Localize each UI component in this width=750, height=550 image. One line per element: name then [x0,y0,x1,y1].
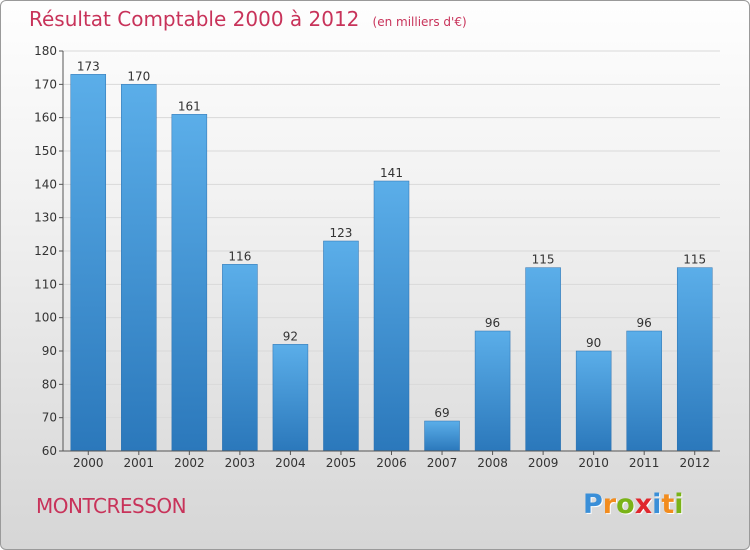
data-label-2008: 96 [485,316,500,330]
bar-2006 [373,180,410,452]
y-tick-label-120: 120 [34,244,57,258]
y-tick-label-110: 110 [34,277,57,291]
y-tick-label-70: 70 [42,411,57,425]
x-tick-label-2009: 2009 [528,456,559,470]
x-tick-label-2011: 2011 [629,456,660,470]
x-tick-label-2001: 2001 [124,456,155,470]
data-label-2007: 69 [434,406,449,420]
y-tick-label-160: 160 [34,111,57,125]
x-tick-label-2012: 2012 [679,456,710,470]
x-tick-label-2004: 2004 [275,456,306,470]
logo-letter-2: o [616,489,635,520]
y-tick-label-90: 90 [42,344,57,358]
x-tick-label-2002: 2002 [174,456,205,470]
y-tick-label-100: 100 [34,311,57,325]
proxiti-logo[interactable]: Proxiti [583,489,684,520]
data-label-2009: 115 [532,253,555,267]
data-label-2012: 115 [683,253,706,267]
y-tick-label-140: 140 [34,177,57,191]
y-tick-label-180: 180 [34,44,57,58]
y-tick-label-130: 130 [34,211,57,225]
label-layer: 60 70 80 90 100 110 120 130 140 150 160 170 180 173 20… [34,44,710,470]
chart-title-main: Résultat Comptable 2000 à 2012 [29,7,360,31]
x-tick-label-2000: 2000 [73,456,104,470]
x-tick-label-2005: 2005 [326,456,357,470]
bar-2008 [474,330,511,452]
data-label-2001: 170 [127,69,150,83]
axis-layer [59,50,720,455]
logo-letter-1: r [602,489,617,520]
logo-letter-0: P [583,489,603,520]
y-tick-label-150: 150 [34,144,57,158]
logo-letter-5: t [661,489,675,520]
town-name: MONTCRESSON [36,494,187,518]
data-label-2003: 116 [228,249,251,263]
bar-2005 [323,240,359,452]
bar-2007 [424,420,460,452]
logo-letter-6: i [674,489,684,520]
y-tick-label-60: 60 [42,444,57,458]
y-tick-label-170: 170 [34,77,57,91]
logo-letter-4: i [652,489,662,520]
bar-2002 [171,114,208,452]
data-label-2011: 96 [637,316,652,330]
x-tick-label-2006: 2006 [376,456,407,470]
bar-2000 [70,74,107,452]
data-label-2002: 161 [178,99,201,113]
data-label-2000: 173 [77,59,100,73]
chart-title: Résultat Comptable 2000 à 2012 (en milli… [29,7,467,31]
data-label-2010: 90 [586,336,601,350]
data-label-2004: 92 [283,329,298,343]
bar-2009 [525,267,561,452]
bar-2011 [626,330,662,452]
bar-2003 [222,264,258,452]
bar-2001 [121,84,157,452]
x-tick-label-2008: 2008 [477,456,508,470]
logo-letter-3: x [634,489,653,520]
bar-2010 [575,350,612,452]
x-tick-label-2007: 2007 [427,456,458,470]
bar-2012 [676,267,713,452]
data-label-2006: 141 [380,166,403,180]
bar-2004 [272,344,309,452]
x-tick-label-2010: 2010 [578,456,609,470]
y-tick-label-80: 80 [42,377,57,391]
bar-layer [70,74,713,452]
x-tick-label-2003: 2003 [225,456,256,470]
chart-title-unit: (en milliers d'€) [372,15,467,29]
data-label-2005: 123 [330,226,353,240]
